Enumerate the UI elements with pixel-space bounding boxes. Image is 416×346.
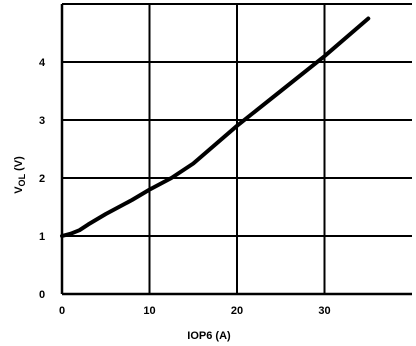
y-tick-label: 1	[39, 231, 45, 243]
y-tick-label: 4	[39, 57, 46, 69]
y-axis-title: VOL (V)	[13, 156, 27, 194]
y-tick-label: 3	[39, 115, 45, 127]
y-axis-title-subscript: OL	[17, 173, 27, 186]
plot-frame	[60, 3, 412, 296]
y-tick-label: 0	[39, 289, 45, 301]
y-tick-label: 2	[39, 173, 45, 185]
x-tick-label: 10	[143, 305, 155, 317]
series-line	[60, 16, 371, 238]
x-tick-label: 20	[231, 305, 243, 317]
y-axis-title-unit: (V)	[13, 156, 25, 174]
y-axis-ticks: 0 1 2 3 4	[39, 57, 46, 301]
x-tick-label: 0	[59, 305, 65, 317]
y-axis-title-main: V	[13, 186, 25, 194]
x-axis-title: IOP6 (A)	[187, 330, 231, 342]
series	[60, 16, 371, 238]
x-tick-label: 30	[318, 305, 330, 317]
grid	[62, 4, 412, 294]
x-axis-ticks: 0 10 20 30	[59, 305, 331, 317]
